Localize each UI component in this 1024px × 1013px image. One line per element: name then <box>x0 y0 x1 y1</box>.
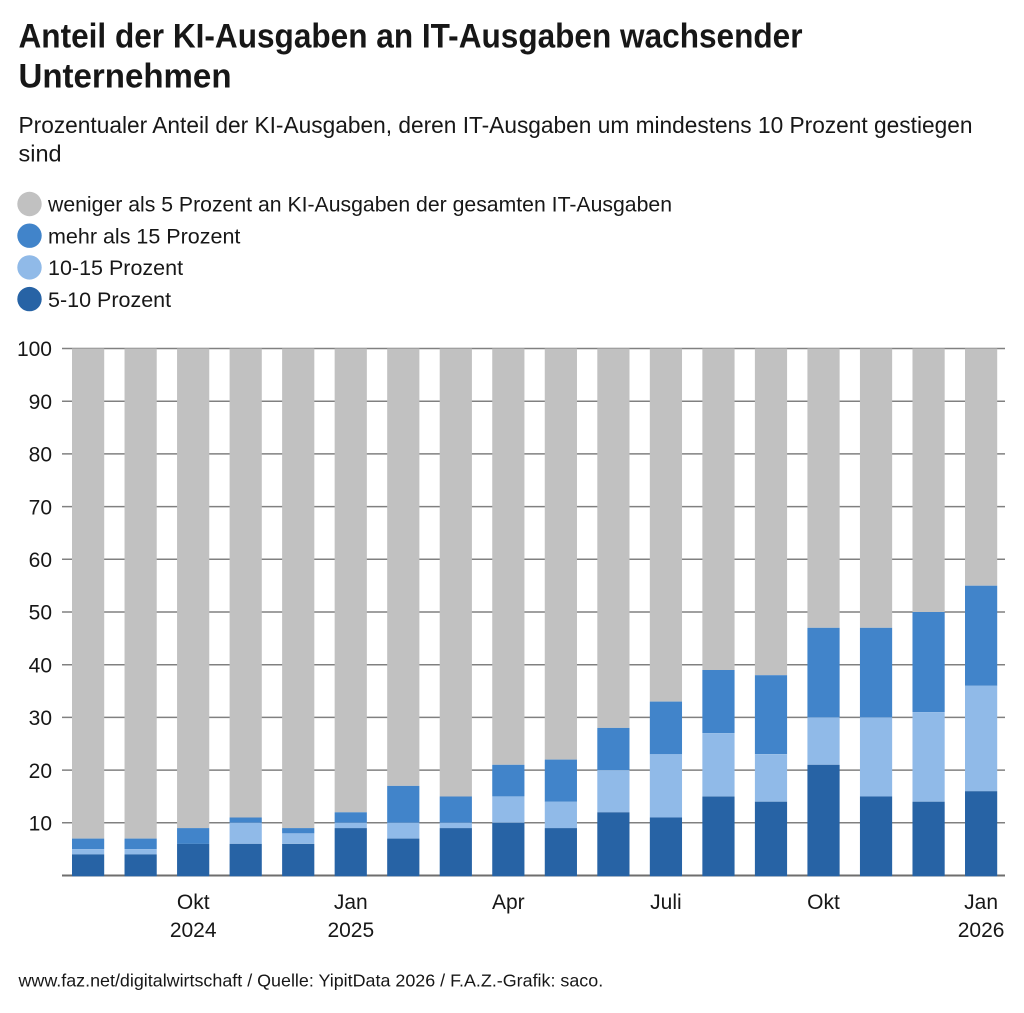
svg-text:10: 10 <box>29 813 52 836</box>
svg-text:Prozentualer Anteil der KI-Aus: Prozentualer Anteil der KI-Ausgaben, der… <box>19 112 973 138</box>
svg-text:2026: 2026 <box>958 919 1005 942</box>
svg-text:weniger als 5 Prozent an KI-Au: weniger als 5 Prozent an KI-Ausgaben der… <box>47 193 672 217</box>
svg-text:80: 80 <box>29 444 52 467</box>
svg-text:90: 90 <box>29 391 52 414</box>
svg-text:Jan: Jan <box>964 891 998 914</box>
svg-text:2024: 2024 <box>170 919 217 942</box>
svg-text:Okt: Okt <box>177 891 210 914</box>
svg-text:sind: sind <box>19 141 62 167</box>
svg-text:100: 100 <box>17 338 52 361</box>
svg-text:Juli: Juli <box>650 891 682 914</box>
svg-text:Okt: Okt <box>807 891 840 914</box>
svg-text:Anteil der KI-Ausgaben an IT-A: Anteil der KI-Ausgaben an IT-Ausgaben wa… <box>19 18 803 56</box>
svg-text:10-15 Prozent: 10-15 Prozent <box>48 256 183 280</box>
svg-text:60: 60 <box>29 549 52 572</box>
svg-text:20: 20 <box>29 760 52 783</box>
svg-text:50: 50 <box>29 602 52 625</box>
svg-text:www.faz.net/digitalwirtschaft: www.faz.net/digitalwirtschaft / Quelle: … <box>18 971 604 991</box>
svg-text:30: 30 <box>29 707 52 730</box>
svg-text:Jan: Jan <box>334 891 368 914</box>
svg-text:5-10 Prozent: 5-10 Prozent <box>48 288 171 312</box>
svg-text:70: 70 <box>29 496 52 519</box>
svg-text:mehr als 15 Prozent: mehr als 15 Prozent <box>48 224 240 248</box>
svg-text:2025: 2025 <box>327 919 374 942</box>
svg-text:40: 40 <box>29 654 52 677</box>
svg-text:Apr: Apr <box>492 891 525 914</box>
svg-text:Unternehmen: Unternehmen <box>19 58 232 96</box>
